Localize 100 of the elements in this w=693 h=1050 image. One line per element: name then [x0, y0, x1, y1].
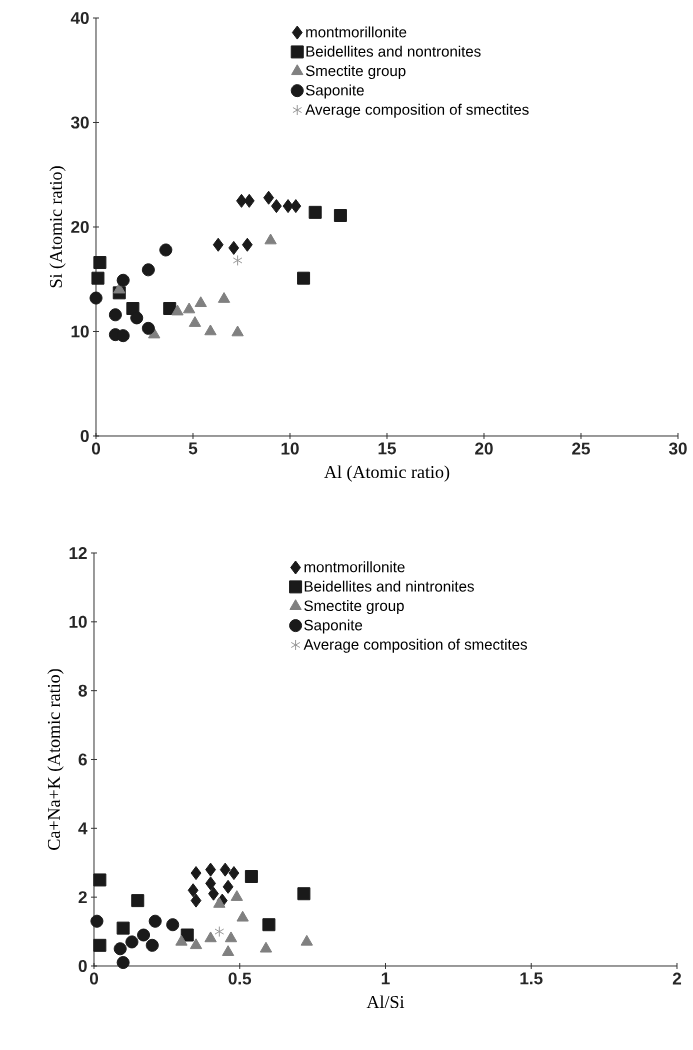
point [208, 886, 219, 901]
x-tick-label: 15 [378, 442, 396, 455]
point [232, 254, 243, 266]
legend-label: Smectite group [305, 65, 406, 80]
point [141, 263, 155, 277]
point [116, 956, 130, 970]
x-tick-label: 20 [475, 442, 493, 455]
point [212, 237, 224, 252]
x-tick-label: 1.5 [520, 972, 543, 985]
point [187, 883, 199, 898]
point [282, 199, 294, 214]
point [194, 296, 207, 308]
x-tick-label: 0.5 [228, 972, 252, 985]
point [263, 190, 275, 205]
y-tick-label: 10 [71, 325, 89, 338]
point [93, 256, 107, 270]
point [224, 931, 238, 943]
point [145, 938, 159, 952]
y-tick-label: 10 [69, 615, 87, 628]
legend-label: Saponite [304, 619, 363, 634]
point [259, 941, 273, 953]
x-tick-label: 30 [668, 442, 687, 455]
point [228, 866, 240, 881]
point [228, 240, 240, 255]
point [116, 921, 130, 935]
point [231, 325, 244, 337]
x-tick-label: 0 [91, 442, 101, 455]
point [166, 918, 180, 932]
point [116, 329, 130, 343]
point [130, 311, 144, 325]
legend-label: Average composition of smectites [305, 103, 529, 118]
point [125, 935, 139, 949]
point [141, 321, 155, 335]
point [91, 271, 105, 285]
y-tick-label: 0 [78, 959, 87, 973]
legend-label: Saponite [305, 84, 364, 99]
point [300, 934, 313, 946]
point [131, 894, 145, 908]
point [182, 302, 196, 314]
y-tick-label: 30 [70, 116, 89, 129]
point [217, 292, 231, 303]
point [137, 928, 151, 942]
y-tick-label: 40 [70, 11, 89, 25]
point [205, 876, 216, 891]
point [219, 862, 231, 877]
point [290, 199, 302, 214]
y-tick-label: 4 [78, 822, 88, 835]
point [214, 926, 225, 938]
legend-label: montmorillonite [306, 26, 407, 38]
point [333, 209, 347, 222]
point [159, 243, 173, 257]
y-tick-label: 2 [78, 891, 87, 904]
y-tick-label: 12 [69, 547, 87, 559]
y-axis-title: Si (Atomic ratio) [49, 166, 66, 288]
point [188, 316, 202, 327]
point [204, 931, 217, 943]
point [222, 879, 234, 894]
point [271, 199, 282, 214]
point [190, 866, 202, 881]
point [213, 897, 226, 908]
point [308, 205, 322, 219]
y-tick-label: 0 [80, 429, 89, 443]
point [93, 938, 107, 952]
point [90, 914, 104, 928]
point [190, 893, 202, 908]
y-tick-label: 6 [78, 753, 87, 766]
legend-label: Average composition of smectites [303, 638, 527, 653]
x-axis-title: Al/Si [366, 995, 405, 1009]
point [175, 934, 188, 946]
point [205, 862, 216, 877]
point [204, 324, 217, 336]
x-axis-title: Al (Atomic ratio) [324, 465, 450, 482]
point [236, 910, 249, 922]
point [113, 942, 127, 956]
point [108, 308, 122, 322]
y-tick-label: 20 [71, 220, 89, 234]
y-tick-label: 8 [78, 684, 87, 697]
legend-label: Beidellites and nintronites [304, 580, 474, 592]
point [221, 945, 235, 956]
point [171, 304, 184, 316]
legend-label: Beidellites and nontronites [306, 45, 481, 57]
point [243, 193, 255, 208]
point [148, 914, 162, 928]
x-tick-label: 1 [381, 972, 390, 985]
point [244, 870, 258, 884]
point [297, 887, 311, 901]
point [89, 291, 103, 305]
x-tick-label: 10 [281, 442, 299, 455]
legend-label: Smectite group [304, 600, 404, 615]
point [189, 938, 203, 950]
legend-label: montmorillonite [304, 561, 405, 573]
point [262, 918, 276, 932]
point [236, 193, 247, 208]
point [116, 273, 130, 287]
point [264, 233, 277, 245]
x-tick-label: 25 [572, 442, 590, 455]
x-tick-label: 0 [89, 972, 99, 985]
x-tick-label: 2 [672, 972, 682, 985]
point [297, 271, 311, 285]
point [241, 237, 253, 252]
